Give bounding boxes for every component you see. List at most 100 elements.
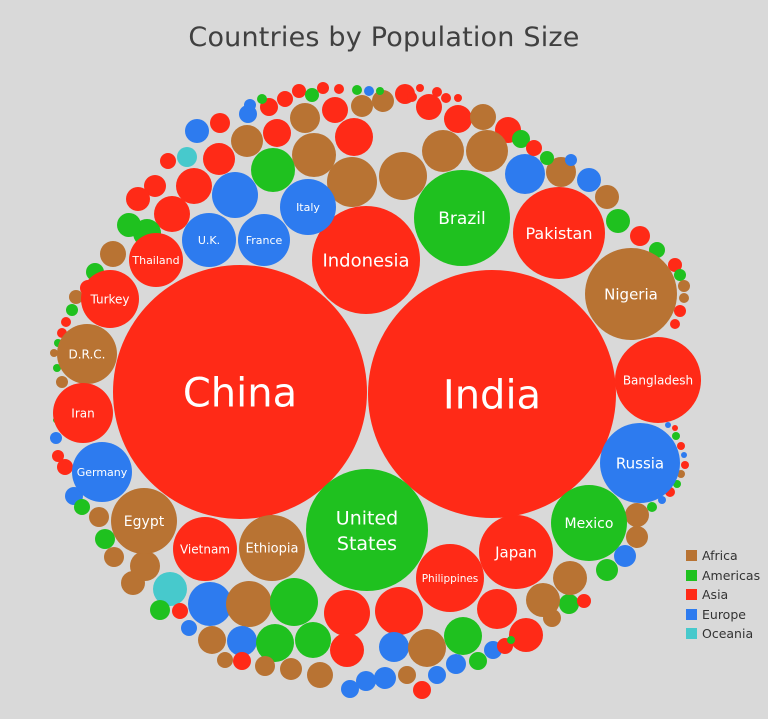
bubble-small <box>255 656 275 676</box>
bubble-small <box>244 99 256 111</box>
bubble-small <box>444 617 482 655</box>
bubble-small <box>413 681 431 699</box>
bubble-small <box>614 545 636 567</box>
bubble-small <box>217 652 233 668</box>
bubble-u-k- <box>182 213 236 267</box>
bubble-small <box>416 84 424 92</box>
legend-swatch <box>686 569 697 581</box>
bubble-small <box>117 213 141 237</box>
bubble-small <box>198 626 226 654</box>
bubble-label: D.R.C. <box>69 347 106 361</box>
bubble-small <box>52 450 64 462</box>
bubble-label: Turkey <box>89 292 129 306</box>
bubble-label: Japan <box>494 543 537 561</box>
bubble-small <box>505 154 545 194</box>
bubble-small <box>66 304 78 316</box>
bubble-germany <box>72 442 132 502</box>
bubble-brazil <box>414 170 510 266</box>
bubble-small <box>526 583 560 617</box>
legend-swatch <box>686 608 697 620</box>
bubble-small <box>89 507 109 527</box>
bubble-small <box>57 459 73 475</box>
bubble-small <box>100 241 126 267</box>
bubble-bangladesh <box>615 337 701 423</box>
legend-item-africa: Africa <box>686 546 760 566</box>
bubble-small <box>512 130 530 148</box>
bubble-small <box>290 103 320 133</box>
bubble-vietnam <box>173 517 237 581</box>
bubble-small <box>227 626 257 656</box>
bubble-label: Nigeria <box>604 285 658 303</box>
bubble-small <box>185 119 209 143</box>
bubble-small <box>596 559 618 581</box>
bubble-small <box>203 143 235 175</box>
legend-item-americas: Americas <box>686 566 760 586</box>
bubble-small <box>364 86 374 96</box>
bubble-small <box>69 290 83 304</box>
bubble-small <box>477 589 517 629</box>
bubble-small <box>210 113 230 133</box>
legend-label: Americas <box>702 567 761 583</box>
bubble-label: Ethiopia <box>246 542 299 557</box>
bubble-label: Thailand <box>131 254 179 267</box>
bubble-label: United States <box>336 507 398 555</box>
bubble-japan <box>479 515 553 589</box>
bubble-pakistan <box>513 187 605 279</box>
bubble-label: Germany <box>77 466 128 479</box>
bubble-small <box>372 90 394 112</box>
bubble-small <box>356 671 376 691</box>
bubble-small <box>341 680 359 698</box>
bubble-small <box>444 105 472 133</box>
bubble-small <box>379 152 427 200</box>
bubble-iran <box>53 383 113 443</box>
bubble-small <box>154 196 190 232</box>
bubble-small <box>441 93 451 103</box>
bubble-small <box>470 104 496 130</box>
bubble-label: Mexico <box>565 516 614 532</box>
bubble-small <box>322 97 348 123</box>
bubble-small <box>212 172 258 218</box>
bubble-small <box>181 620 197 636</box>
bubble-small <box>277 91 293 107</box>
bubble-small <box>559 594 579 614</box>
bubble-small <box>626 526 648 548</box>
legend-label: Oceania <box>702 626 754 642</box>
bubble-small <box>295 622 331 658</box>
bubble-label: China <box>183 370 297 416</box>
bubble-italy <box>280 179 336 235</box>
bubble-d-r-c- <box>57 324 117 384</box>
bubble-small <box>672 432 680 440</box>
bubble-label: U.K. <box>198 234 220 247</box>
bubble-small <box>509 618 543 652</box>
bubble-small <box>647 502 657 512</box>
bubble-small <box>679 293 689 303</box>
bubble-small <box>681 461 689 469</box>
bubble-small <box>606 209 630 233</box>
legend-item-europe: Europe <box>686 605 760 625</box>
bubble-small <box>674 305 686 317</box>
bubble-small <box>257 94 267 104</box>
bubble-small <box>416 94 442 120</box>
bubble-russia <box>600 423 680 503</box>
bubble-label: Indonesia <box>322 250 409 271</box>
legend-label: Africa <box>702 548 738 564</box>
bubble-small <box>540 151 554 165</box>
bubble-small <box>153 572 187 606</box>
bubble-small <box>507 636 515 644</box>
bubble-small <box>672 425 678 431</box>
bubble-small <box>678 280 690 292</box>
bubble-united-states <box>306 469 428 591</box>
bubble-small <box>677 470 685 478</box>
bubble-label: India <box>443 372 541 418</box>
bubble-small <box>95 529 115 549</box>
bubble-label: Brazil <box>438 209 485 229</box>
legend-swatch <box>686 550 697 562</box>
bubble-small <box>670 319 680 329</box>
bubble-small <box>681 452 687 458</box>
bubble-small <box>665 422 671 428</box>
bubble-label: Russia <box>616 454 664 472</box>
bubble-france <box>238 214 290 266</box>
legend: Africa Americas Asia Europe Oceania <box>686 546 760 644</box>
bubble-small <box>50 349 58 357</box>
bubble-small <box>595 185 619 209</box>
